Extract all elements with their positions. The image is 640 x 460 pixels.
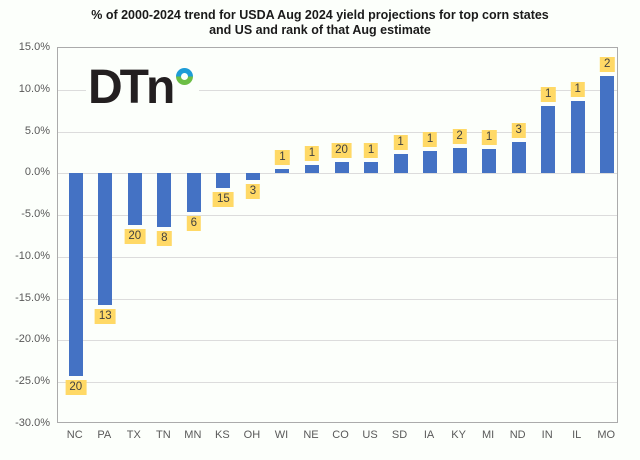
rank-label-co: 20 (331, 143, 352, 159)
bar-wi (275, 169, 290, 174)
x-axis-label-ia: IA (423, 429, 435, 441)
gridline (58, 382, 617, 384)
x-axis: NC PA TX TN MN KS OH WI NE CO US SD IA KY MI ND IN IL MO (57, 429, 618, 445)
y-tick-label: -10.0% (15, 249, 50, 262)
rank-label-nc: 20 (65, 380, 87, 396)
rank-label-ks: 15 (212, 192, 234, 208)
y-tick-label: 0.0% (24, 166, 50, 179)
y-tick-label: -25.0% (15, 375, 50, 388)
rank-label-ne: 1 (304, 145, 320, 161)
dtn-logo-text: DTn (88, 61, 175, 114)
y-tick-label: 15.0% (18, 41, 50, 53)
x-axis-label-mo: MO (597, 429, 616, 441)
gridline (58, 256, 617, 258)
bar-il (570, 100, 585, 174)
bar-us (364, 162, 379, 174)
bar-tn (157, 173, 172, 227)
x-axis-label-mi: MI (482, 429, 495, 441)
gridline (58, 173, 617, 175)
x-axis-label-mn: MN (184, 429, 202, 441)
bar-ia (423, 150, 438, 174)
bar-nc (68, 173, 83, 377)
x-axis-label-oh: OH (243, 429, 261, 441)
dtn-logo: DTn (86, 61, 200, 114)
bar-ky (452, 148, 467, 174)
dtn-logo-ring-icon (176, 68, 194, 85)
rank-label-wi: 1 (275, 150, 290, 166)
bar-in (541, 105, 556, 174)
rank-label-mi: 1 (481, 130, 497, 146)
rank-label-sd: 1 (393, 135, 408, 151)
y-tick-label: -5.0% (21, 208, 50, 221)
x-axis-label-nc: NC (66, 429, 83, 441)
x-axis-label-wi: WI (274, 429, 289, 441)
rank-label-mn: 6 (186, 215, 202, 231)
gridline (58, 89, 617, 91)
x-axis-label-ky: KY (451, 429, 466, 441)
rank-label-il: 1 (570, 81, 585, 97)
gridline (58, 340, 617, 342)
rank-label-ia: 1 (422, 131, 438, 147)
y-tick-label: -15.0% (15, 291, 50, 304)
x-axis-label-us: US (362, 429, 378, 441)
rank-label-ky: 2 (452, 129, 467, 145)
gridline (58, 215, 617, 217)
x-axis-label-ks: KS (215, 429, 230, 441)
x-axis-label-il: IL (572, 429, 582, 441)
gridline (58, 298, 617, 300)
x-axis-label-in: IN (541, 429, 553, 441)
x-axis-label-nd: ND (509, 429, 526, 441)
bar-oh (245, 173, 260, 180)
x-axis-label-tx: TX (126, 429, 141, 441)
y-tick-label: -30.0% (15, 417, 50, 429)
bar-pa (98, 173, 113, 305)
bar-co (334, 162, 349, 174)
chart-title-line-1: % of 2000-2024 trend for USDA Aug 2024 y… (91, 8, 549, 22)
chart-title-line-2: and US and rank of that Aug estimate (209, 23, 431, 38)
y-tick-label: -20.0% (15, 333, 50, 346)
rank-label-mo: 2 (600, 57, 615, 73)
y-axis: 15.0% 10.0% 5.0% 0.0% -5.0% -10.0% -15.0% -20.0… (0, 41, 50, 429)
bar-ne (304, 164, 319, 174)
x-axis-label-tn: TN (155, 429, 171, 441)
x-axis-label-co: CO (332, 429, 349, 441)
rank-label-oh: 3 (245, 184, 261, 200)
bar-ks (216, 173, 231, 189)
bar-mo (600, 76, 615, 174)
y-tick-label: 5.0% (24, 124, 50, 137)
bar-mn (186, 173, 201, 212)
x-axis-label-pa: PA (97, 429, 112, 441)
x-axis-label-sd: SD (391, 429, 408, 441)
bar-nd (511, 142, 526, 174)
bar-sd (393, 154, 408, 174)
chart-title: % of 2000-2024 trend for USDA Aug 2024 y… (0, 8, 640, 39)
plot-area: 20 13 20 8 6 15 3 1 1 20 1 1 1 2 1 3 1 1 2 (57, 47, 618, 423)
rank-label-in: 1 (540, 86, 556, 102)
x-axis-label-ne: NE (303, 429, 319, 441)
rank-label-pa: 13 (94, 308, 116, 324)
rank-label-us: 1 (363, 143, 379, 159)
rank-label-tn: 8 (157, 230, 172, 246)
bar-mi (482, 149, 497, 174)
gridline (58, 131, 617, 133)
y-tick-label: 10.0% (18, 82, 50, 95)
rank-label-tx: 20 (124, 229, 146, 245)
bar-tx (127, 173, 142, 226)
rank-label-nd: 3 (511, 123, 526, 139)
